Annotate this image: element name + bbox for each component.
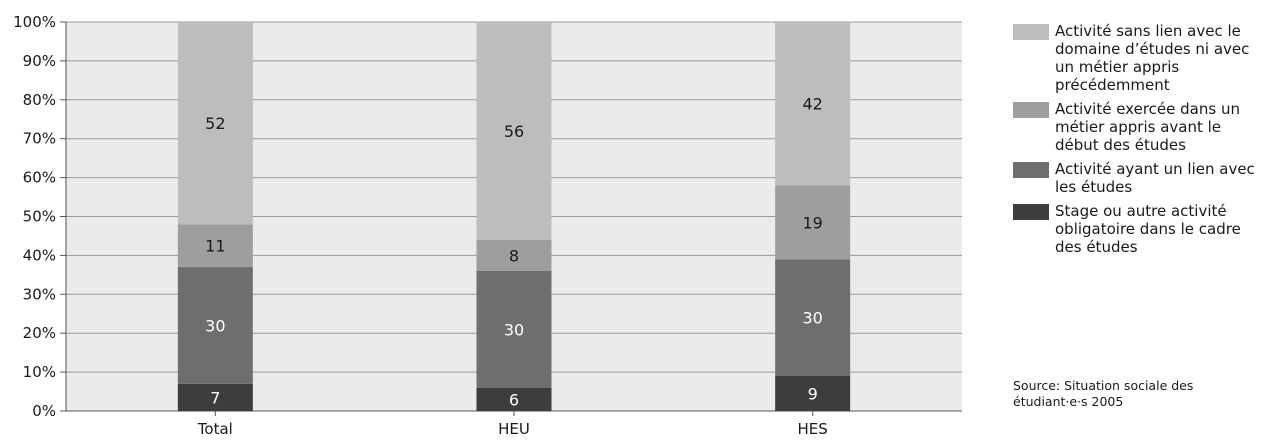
data-label: 52 [205, 114, 225, 133]
y-tick-label: 100% [13, 13, 56, 31]
legend-label: Activité ayant un lien avec les études [1055, 160, 1255, 196]
legend-item-internship: Stage ou autre activité obligatoire dans… [1013, 202, 1268, 256]
data-label: 7 [210, 388, 220, 407]
x-tick-label: HEU [498, 420, 530, 438]
data-label: 11 [205, 237, 225, 256]
legend-swatch [1013, 204, 1049, 220]
bar-segment [476, 270, 552, 388]
data-label: 19 [802, 213, 822, 232]
data-label: 56 [504, 122, 524, 141]
stacked-bar-chart: 0% 10% 20% 30% 40% 50% 60% 70% 80% 90% 100% 7 30 11 52… [13, 13, 962, 438]
data-label: 30 [802, 309, 822, 328]
y-tick-label: 70% [23, 130, 56, 148]
data-label: 30 [205, 316, 225, 335]
legend-item-study-related: Activité ayant un lien avec les études [1013, 160, 1268, 196]
legend-swatch [1013, 102, 1049, 118]
source-note: Source: Situation sociale des étudiant·e… [1013, 378, 1194, 409]
legend-label: Activité sans lien avec le domaine d’étu… [1055, 22, 1250, 94]
y-tick-label: 90% [23, 52, 56, 70]
y-tick-label: 80% [23, 91, 56, 109]
data-label: 30 [504, 320, 524, 339]
x-tick-label: HES [798, 420, 828, 438]
y-tick-label: 40% [23, 246, 56, 264]
y-tick-label: 10% [23, 363, 56, 381]
x-tick-label: Total [197, 420, 233, 438]
data-label: 8 [509, 246, 519, 265]
bar-segment [476, 239, 552, 271]
y-tick-label: 0% [32, 402, 56, 420]
bar-segment [476, 387, 552, 411]
legend-item-no-link: Activité sans lien avec le domaine d’étu… [1013, 22, 1268, 94]
bar-segment [476, 22, 552, 240]
bar-segment [775, 22, 851, 186]
legend-swatch [1013, 162, 1049, 178]
y-tick-label: 20% [23, 324, 56, 342]
y-tick-label: 30% [23, 285, 56, 303]
legend-label: Stage ou autre activité obligatoire dans… [1055, 202, 1241, 256]
data-label: 6 [509, 390, 519, 409]
bar-segment [775, 259, 851, 376]
chart-legend: Activité sans lien avec le domaine d’étu… [1013, 22, 1268, 262]
bar-segment [177, 383, 253, 411]
data-label: 9 [808, 384, 818, 403]
bar-segment [177, 22, 253, 225]
data-label: 42 [802, 95, 822, 114]
y-tick-label: 50% [23, 208, 56, 226]
bar-segment [177, 267, 253, 384]
legend-item-prior-trade: Activité exercée dans un métier appris a… [1013, 100, 1268, 154]
legend-swatch [1013, 24, 1049, 40]
legend-label: Activité exercée dans un métier appris a… [1055, 100, 1240, 154]
y-tick-label: 60% [23, 169, 56, 187]
bar-segment [775, 185, 851, 260]
bar-segment [775, 375, 851, 411]
bar-segment [177, 224, 253, 268]
